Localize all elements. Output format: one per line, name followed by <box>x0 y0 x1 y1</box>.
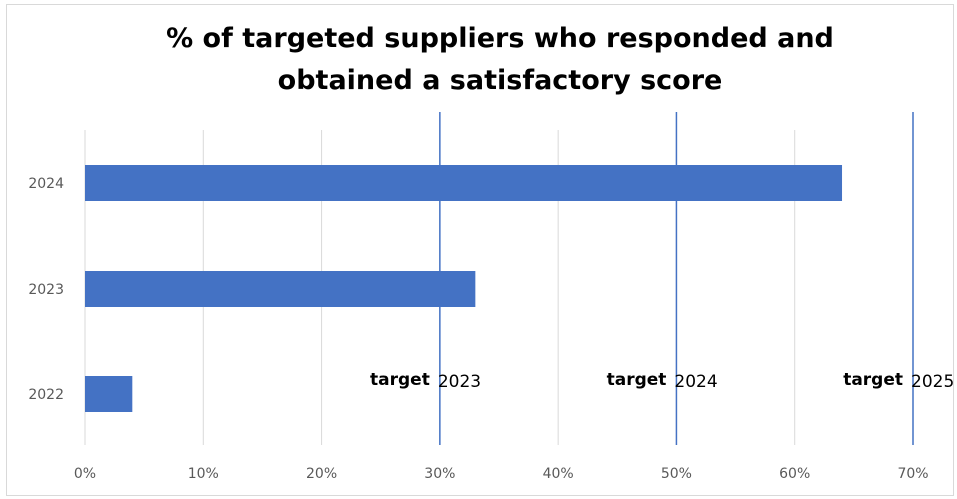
target-label-2025: target <box>843 370 903 390</box>
chart-frame <box>6 4 954 496</box>
x-tick-label-2: 20% <box>306 466 337 482</box>
bar-2022 <box>85 376 133 412</box>
chart-title-line-2: obtained a satisfactory score <box>277 65 723 96</box>
x-tick-label-6: 60% <box>779 466 810 482</box>
target-year-2023: 2023 <box>438 372 481 392</box>
x-tick-label-7: 70% <box>897 466 928 482</box>
bar-2023 <box>85 271 476 307</box>
y-tick-label-2022: 2022 <box>28 387 64 403</box>
target-year-2024: 2024 <box>674 372 717 392</box>
bar-2024 <box>85 165 843 201</box>
x-tick-label-5: 50% <box>661 466 692 482</box>
target-label-2023: target <box>370 370 430 390</box>
x-tick-label-3: 30% <box>424 466 455 482</box>
x-tick-label-4: 40% <box>543 466 574 482</box>
chart-title-line-1: % of targeted suppliers who responded an… <box>166 23 834 54</box>
target-label-2024: target <box>607 370 667 390</box>
y-tick-label-2023: 2023 <box>28 282 64 298</box>
x-tick-label-1: 10% <box>188 466 219 482</box>
target-year-2025: 2025 <box>911 372 954 392</box>
chart-title: % of targeted suppliers who responded an… <box>0 18 957 102</box>
y-tick-label-2024: 2024 <box>28 176 64 192</box>
x-tick-label-0: 0% <box>74 466 96 482</box>
